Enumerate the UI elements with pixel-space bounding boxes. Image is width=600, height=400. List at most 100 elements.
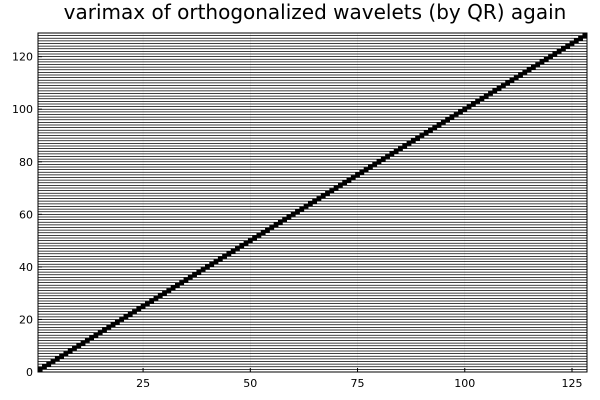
data-point — [252, 235, 257, 241]
data-point — [372, 161, 378, 167]
data-point — [63, 351, 69, 357]
data-point — [226, 251, 232, 257]
y-tick-label: 100 — [12, 103, 33, 116]
data-point — [140, 303, 146, 309]
data-point — [174, 282, 180, 288]
data-point — [192, 272, 197, 278]
data-point — [72, 345, 77, 351]
data-point — [509, 77, 515, 83]
data-point — [265, 227, 270, 233]
data-point — [282, 217, 288, 222]
data-point — [393, 148, 399, 154]
data-point — [269, 225, 275, 230]
data-point — [179, 280, 185, 286]
data-point — [500, 83, 506, 88]
x-tick-label: 125 — [561, 377, 582, 390]
data-point — [119, 317, 125, 322]
data-point — [410, 138, 416, 144]
data-point — [552, 51, 558, 57]
data-point — [200, 267, 206, 272]
data-point — [359, 169, 365, 175]
data-point — [106, 324, 112, 330]
data-point — [522, 70, 528, 75]
data-point — [543, 56, 549, 62]
data-point — [363, 167, 369, 173]
data-point — [93, 332, 99, 338]
data-point — [205, 264, 210, 270]
y-tick-label: 40 — [19, 261, 33, 274]
y-tick-label: 120 — [12, 51, 33, 64]
data-point — [380, 156, 386, 162]
data-point — [325, 190, 330, 196]
data-point — [479, 96, 485, 102]
data-point — [235, 246, 240, 251]
data-point — [573, 38, 579, 44]
data-point — [50, 359, 56, 364]
data-point — [350, 175, 356, 180]
data-point — [46, 361, 52, 367]
data-point — [342, 180, 348, 186]
data-point — [213, 259, 219, 265]
data-point — [513, 75, 519, 81]
data-point — [42, 364, 47, 370]
data-point — [295, 209, 300, 215]
plot-frame — [37, 32, 588, 373]
data-point — [84, 338, 90, 343]
data-point — [432, 125, 438, 131]
data-point — [247, 238, 253, 244]
data-point — [556, 48, 562, 54]
data-point — [260, 230, 266, 236]
data-point — [110, 322, 116, 328]
data-point — [230, 248, 236, 254]
data-point — [170, 285, 176, 291]
data-point — [239, 243, 245, 249]
data-point — [389, 151, 395, 157]
data-point — [222, 253, 227, 259]
data-point — [526, 67, 532, 73]
data-point — [385, 154, 390, 159]
data-point — [423, 130, 429, 136]
data-point — [496, 85, 502, 91]
data-point — [149, 298, 155, 304]
data-point — [415, 135, 420, 141]
data-point — [277, 219, 283, 225]
data-point — [290, 211, 296, 217]
x-axis-ticks: 25 50 75 100 125 — [136, 368, 582, 390]
data-point — [114, 319, 120, 325]
data-point — [307, 201, 313, 207]
data-point — [89, 335, 95, 341]
data-point — [445, 117, 451, 123]
data-point — [436, 122, 442, 128]
data-point — [97, 330, 103, 335]
data-point — [440, 119, 446, 125]
data-point — [144, 301, 150, 307]
data-point — [132, 309, 137, 314]
data-point — [183, 277, 189, 283]
data-point — [299, 206, 305, 212]
data-point — [535, 62, 541, 67]
data-point — [470, 101, 476, 107]
data-point — [402, 143, 408, 149]
data-point — [428, 127, 433, 133]
data-point — [153, 296, 159, 301]
data-point — [273, 222, 279, 228]
data-point — [569, 41, 575, 46]
x-tick-label: 75 — [351, 377, 365, 390]
data-point — [462, 106, 468, 112]
x-tick-label: 100 — [454, 377, 475, 390]
y-tick-label: 20 — [19, 313, 33, 326]
data-point — [166, 288, 172, 293]
data-point — [337, 183, 343, 188]
data-point — [76, 343, 82, 349]
chart-title: varimax of orthogonalized wavelets (by Q… — [64, 0, 567, 24]
x-tick-label: 25 — [136, 377, 150, 390]
data-point — [80, 340, 86, 346]
y-tick-label: 0 — [26, 366, 33, 379]
data-point — [303, 204, 309, 209]
data-point — [54, 356, 60, 362]
y-axis-ticks: 0 20 40 60 80 100 120 — [12, 51, 42, 379]
data-point — [187, 274, 193, 280]
data-point — [368, 164, 373, 170]
data-point — [475, 98, 481, 104]
